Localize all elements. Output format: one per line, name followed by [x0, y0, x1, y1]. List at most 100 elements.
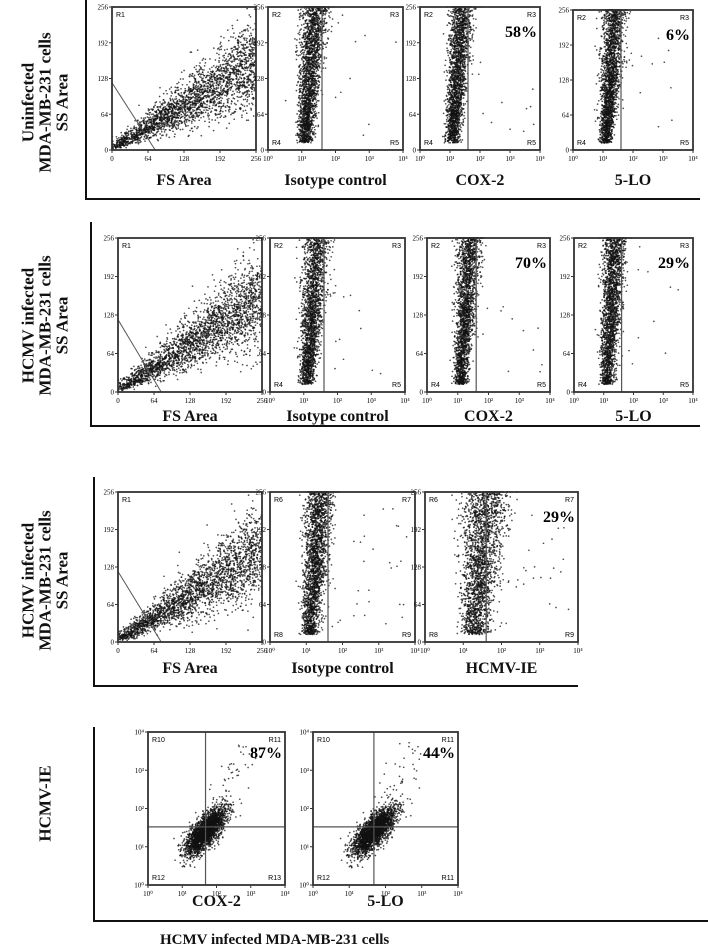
- event-dot: [230, 36, 232, 38]
- event-dot: [207, 112, 210, 115]
- event-dot: [139, 136, 142, 139]
- event-dot: [252, 62, 255, 65]
- event-dot: [211, 78, 213, 81]
- event-dot: [208, 74, 211, 77]
- event-dot: [208, 95, 211, 97]
- event-dot: [354, 40, 357, 43]
- event-dot: [253, 73, 255, 76]
- event-dot: [297, 77, 300, 79]
- event-dot: [205, 96, 208, 99]
- event-dot: [208, 107, 210, 110]
- event-dot: [322, 31, 325, 34]
- event-dot: [163, 102, 166, 104]
- event-dot: [223, 69, 226, 72]
- event-dot: [306, 138, 309, 140]
- event-dot: [309, 80, 312, 83]
- event-dot: [232, 36, 234, 38]
- event-dot: [178, 123, 181, 125]
- event-dot: [221, 89, 224, 91]
- event-dot: [300, 78, 303, 81]
- event-dot: [306, 136, 308, 138]
- event-dot: [304, 33, 307, 35]
- event-dot: [314, 24, 317, 27]
- event-dot: [226, 80, 229, 83]
- row-label-line: MDA-MB-231 cells: [36, 236, 55, 416]
- event-dot: [309, 135, 311, 138]
- event-dot: [201, 90, 203, 93]
- event-dot: [298, 140, 301, 143]
- event-dot: [211, 98, 214, 101]
- event-dot: [145, 131, 147, 133]
- event-dot: [215, 109, 217, 112]
- event-dot: [168, 117, 171, 120]
- event-dot: [313, 35, 316, 37]
- event-dot: [298, 31, 301, 34]
- event-dot: [213, 98, 215, 100]
- event-dot: [311, 77, 314, 79]
- event-dot: [314, 20, 317, 22]
- event-dot: [203, 84, 206, 86]
- event-dot: [303, 102, 306, 105]
- event-dot: [315, 81, 317, 84]
- event-dot: [237, 79, 239, 81]
- event-dot: [295, 58, 298, 61]
- event-dot: [314, 132, 317, 135]
- event-dot: [191, 92, 194, 95]
- event-dot: [204, 87, 206, 90]
- event-dot: [137, 131, 140, 134]
- event-dot: [313, 105, 316, 107]
- event-dot: [147, 134, 150, 137]
- event-dot: [309, 124, 312, 127]
- event-dot: [168, 136, 171, 139]
- event-dot: [228, 110, 230, 113]
- event-dot: [211, 73, 213, 76]
- event-dot: [250, 90, 253, 93]
- event-dot: [302, 67, 305, 70]
- event-dot: [241, 104, 244, 106]
- event-dot: [295, 121, 297, 124]
- event-dot: [317, 32, 319, 35]
- event-dot: [215, 79, 218, 81]
- event-dot: [208, 118, 210, 120]
- event-dot: [295, 54, 298, 56]
- event-dot: [168, 88, 171, 90]
- event-dot: [140, 140, 142, 143]
- event-dot: [219, 65, 222, 68]
- event-dot: [204, 58, 207, 61]
- event-dot: [296, 74, 299, 77]
- event-dot: [246, 100, 248, 103]
- event-dot: [215, 94, 218, 96]
- event-dot: [133, 132, 135, 134]
- event-dot: [313, 131, 315, 133]
- event-dot: [315, 125, 317, 127]
- event-dot: [151, 125, 154, 128]
- event-dot: [177, 124, 179, 126]
- event-dot: [233, 56, 236, 59]
- event-dot: [218, 82, 221, 84]
- event-dot: [314, 56, 317, 59]
- event-dot: [137, 133, 140, 136]
- event-dot: [306, 31, 309, 34]
- event-dot: [227, 109, 230, 112]
- event-dot: [208, 125, 210, 128]
- event-dot: [323, 19, 326, 22]
- event-dot: [244, 109, 247, 112]
- event-dot: [160, 128, 163, 131]
- event-dot: [188, 115, 190, 117]
- event-dot: [226, 85, 229, 88]
- event-dot: [178, 119, 181, 122]
- event-dot: [184, 112, 187, 115]
- event-dot: [307, 122, 309, 125]
- event-dot: [307, 113, 310, 116]
- event-dot: [196, 88, 199, 91]
- event-dot: [126, 132, 129, 135]
- event-dot: [235, 58, 238, 60]
- event-dot: [127, 134, 130, 136]
- event-dot: [249, 87, 252, 89]
- row2-frame-left: [90, 222, 92, 427]
- event-dot: [212, 84, 215, 87]
- event-dot: [299, 98, 301, 101]
- event-dot: [198, 70, 200, 72]
- event-dot: [252, 43, 255, 46]
- y-tick-label: 0: [105, 147, 109, 155]
